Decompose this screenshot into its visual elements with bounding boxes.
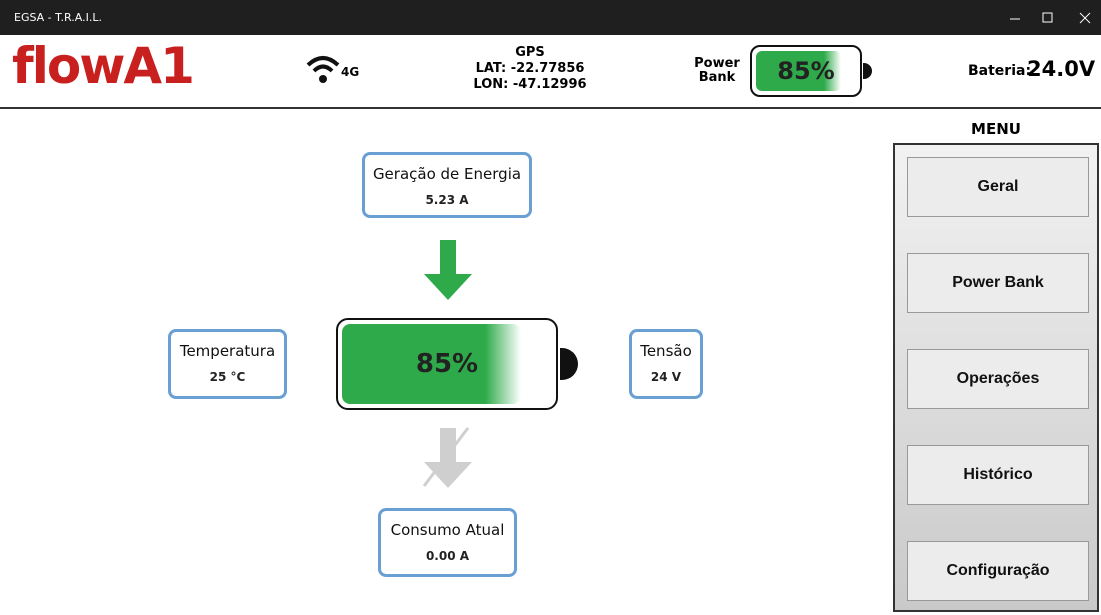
window-title: EGSA - T.R.A.I.L.: [14, 11, 102, 24]
menu-panel: Geral Power Bank Operações Histórico Configu…: [893, 143, 1099, 612]
main-battery: 85%: [336, 318, 558, 410]
battery-fill: [756, 51, 841, 91]
menu-button[interactable]: Power Bank: [907, 253, 1089, 313]
battery-label: 85%: [415, 349, 479, 379]
card-value: 24 V: [650, 370, 682, 384]
power-bank-label-line: Power: [694, 56, 740, 71]
gps-title: GPS: [515, 45, 545, 60]
menu-button[interactable]: Operações: [907, 349, 1089, 409]
card-title: Geração de Energia: [372, 165, 522, 183]
card-value: 5.23 A: [425, 193, 469, 207]
title-bar: EGSA - T.R.A.I.L.: [0, 0, 1101, 35]
power-bank-battery: 85%: [750, 45, 862, 97]
battery-cap: [560, 348, 578, 380]
menu-button[interactable]: Geral: [907, 157, 1089, 217]
window-controls[interactable]: [1010, 10, 1095, 26]
gps-lon: LON: -47.12996: [473, 77, 587, 92]
network-label: 4G: [341, 65, 360, 79]
card-value: 0.00 A: [425, 549, 470, 563]
card: Temperatura 25 °C: [168, 329, 287, 399]
battery-voltage: 24.0V: [1027, 57, 1096, 81]
battery-label: Bateria:: [968, 63, 1032, 79]
card-title: Consumo Atual: [390, 521, 505, 539]
header: flowA1 4G GPS LAT: -22.77856 LON: -47.12…: [0, 35, 1101, 109]
card: Geração de Energia 5.23 A: [362, 152, 532, 218]
menu-title: MENU: [971, 120, 1021, 138]
wifi-icon: [306, 56, 340, 83]
menu-button[interactable]: Histórico: [907, 445, 1089, 505]
gps: GPS LAT: -22.77856 LON: -47.12996: [450, 45, 610, 93]
power-bank-label: Power Bank: [690, 57, 744, 85]
battery-label: 85%: [777, 57, 835, 85]
card-title: Tensão: [640, 342, 692, 360]
logo: flowA1: [12, 37, 195, 95]
battery-cap: [863, 63, 872, 79]
card-title: Temperatura: [179, 342, 276, 360]
card-value: 25 °C: [209, 370, 246, 384]
battery-fill: [342, 324, 521, 404]
gps-lat: LAT: -22.77856: [475, 61, 585, 76]
card: Tensão 24 V: [629, 329, 703, 399]
arrow-down-green: [424, 240, 472, 300]
arrow-down-disabled: [422, 427, 472, 488]
menu-button[interactable]: Configuração: [907, 541, 1089, 601]
power-bank-label-line: Bank: [698, 70, 736, 85]
card: Consumo Atual 0.00 A: [378, 508, 517, 577]
